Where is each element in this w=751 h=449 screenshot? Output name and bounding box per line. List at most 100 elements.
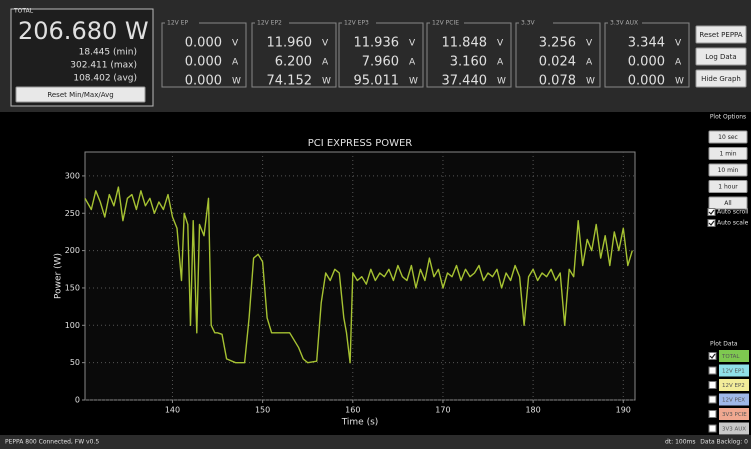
legend-swatch	[719, 350, 749, 362]
channel-header-bg	[342, 19, 376, 27]
y-tick-label: 100	[65, 321, 80, 330]
legend-swatch	[719, 393, 749, 406]
checkbox-label: Auto scale	[717, 220, 749, 227]
y-tick-label: 200	[65, 246, 80, 255]
y-tick-label: 300	[65, 171, 80, 180]
channel-value: 3.344	[628, 36, 665, 51]
channel-unit: V	[322, 39, 329, 49]
action-button[interactable]	[695, 25, 747, 44]
channel-unit: V	[586, 39, 593, 49]
y-tick-label: 250	[65, 209, 80, 218]
status-dt: dt: 100ms	[665, 439, 696, 446]
legend-label: 3V3 PCIE	[722, 412, 747, 418]
status-bar	[0, 435, 751, 449]
x-tick-label: 170	[435, 406, 450, 415]
channel-header-bg	[255, 19, 289, 27]
legend-checkbox[interactable]	[708, 395, 717, 404]
x-axis-label: Time (s)	[341, 418, 379, 428]
total-label: TOTAL	[13, 8, 34, 15]
checkmark	[708, 220, 715, 226]
channel-unit: A	[675, 58, 682, 68]
channel-value: 0.000	[628, 74, 665, 89]
channel-value: 0.078	[539, 74, 576, 89]
status-left: PEPPA 800 Connected, FW v0.5	[5, 439, 99, 446]
channel-value: 7.960	[362, 55, 399, 70]
action-button-label: Log Data	[705, 53, 736, 61]
channel-box	[515, 22, 601, 88]
channel-header: 12V EP	[167, 20, 188, 27]
channel-unit: V	[409, 39, 416, 49]
channel-header-bg	[608, 19, 642, 27]
legend-swatch	[719, 422, 749, 435]
checkbox[interactable]	[707, 219, 716, 227]
legend-checkbox[interactable]	[708, 381, 717, 389]
channel-value: 11.936	[354, 36, 400, 51]
channel-header-bg	[519, 19, 553, 27]
checkbox[interactable]	[707, 208, 716, 216]
range-button[interactable]	[708, 130, 748, 144]
x-tick-label: 180	[525, 406, 540, 415]
channel-value: 6.200	[275, 55, 312, 70]
legend-label: 12V PEX	[722, 398, 745, 404]
channel-value: 3.160	[450, 55, 487, 70]
channel-box	[161, 22, 247, 88]
channel-value: 0.000	[628, 55, 665, 70]
channel-unit: A	[497, 58, 504, 68]
legend-checkbox[interactable]	[708, 352, 717, 360]
checkmark	[708, 209, 715, 215]
x-tick-label: 190	[616, 406, 631, 415]
channel-value: 0.000	[185, 74, 222, 89]
y-tick-label: 0	[75, 396, 80, 405]
plot-area	[84, 151, 636, 401]
reset-minmax-button[interactable]	[15, 86, 146, 103]
channel-value: 11.848	[442, 36, 488, 51]
range-button[interactable]	[708, 147, 748, 160]
channel-header: 3.3V AUX	[610, 20, 638, 27]
channel-value: 95.011	[354, 74, 400, 89]
legend-checkbox[interactable]	[708, 366, 717, 375]
range-button-label: 10 min	[718, 167, 739, 174]
x-tick-label: 160	[345, 406, 360, 415]
legend-swatch	[719, 379, 749, 391]
legend-checkmark	[709, 353, 716, 359]
data-line	[84, 186, 633, 364]
channel-value: 0.000	[185, 36, 222, 51]
channel-unit: A	[232, 58, 239, 68]
channel-header-bg	[430, 19, 464, 27]
range-button[interactable]	[708, 180, 748, 193]
channel-unit: A	[586, 58, 593, 68]
channel-header: 3.3V	[521, 20, 536, 27]
legend-swatch	[719, 364, 749, 377]
status-backlog: Data Backlog: 0	[700, 439, 748, 446]
x-tick-label: 140	[165, 406, 180, 415]
x-tick-label: 150	[255, 406, 270, 415]
range-button-label: 1 min	[719, 151, 736, 158]
action-button[interactable]	[695, 69, 747, 88]
y-axis-label: Power (W)	[54, 253, 64, 299]
range-button[interactable]	[708, 163, 748, 177]
channel-unit: W	[232, 77, 241, 87]
legend-checkbox[interactable]	[708, 410, 717, 418]
legend-checkbox[interactable]	[708, 424, 717, 433]
channel-unit: W	[586, 77, 595, 87]
channel-value: 74.152	[267, 74, 313, 89]
channel-unit: V	[497, 39, 504, 49]
range-button-label: 1 hour	[718, 184, 738, 191]
channel-unit: W	[675, 77, 684, 87]
channel-unit: W	[322, 77, 331, 87]
channel-unit: W	[497, 77, 506, 87]
action-button[interactable]	[695, 47, 747, 66]
action-button-label: Hide Graph	[701, 75, 741, 83]
range-button-label: 10 sec	[718, 134, 738, 141]
channel-header: 12V EP3	[344, 20, 369, 27]
channel-unit: W	[409, 77, 418, 87]
channel-value: 0.024	[539, 55, 576, 70]
channel-value: 0.000	[185, 55, 222, 70]
channel-unit: A	[322, 58, 329, 68]
legend-swatch	[719, 408, 749, 420]
total-max: 302.411 (max)	[70, 61, 137, 71]
channel-unit: A	[409, 58, 416, 68]
range-button[interactable]	[708, 196, 748, 210]
reset-minmax-button-label: Reset Min/Max/Avg	[47, 91, 113, 99]
channel-value: 37.440	[442, 74, 488, 89]
